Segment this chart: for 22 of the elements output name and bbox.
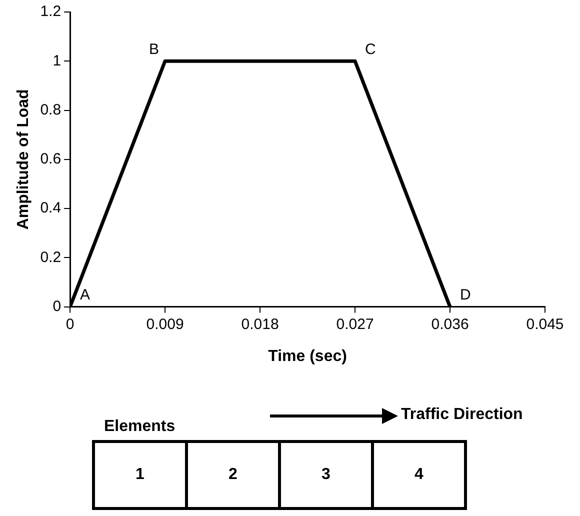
y-tick-label: 1 xyxy=(52,52,62,70)
x-tick-label: 0.018 xyxy=(241,316,279,333)
annotation: C xyxy=(365,40,376,58)
y-tick-label: 1.2 xyxy=(40,3,62,20)
element-row: 1 2 3 4 xyxy=(92,440,467,510)
text: Traffic Direction xyxy=(401,406,523,424)
y-tick-label: 0.4 xyxy=(40,200,62,217)
x-axis-title: Time (sec) xyxy=(268,348,347,365)
annotation: A xyxy=(80,286,90,304)
annotation: D xyxy=(460,286,472,304)
x-tick-label: 0.027 xyxy=(336,316,374,333)
y-tick-label: 0 xyxy=(52,298,62,315)
x-tick-label: 0 xyxy=(66,316,74,333)
x-tick-label: 0.045 xyxy=(526,316,564,333)
y-axis-title: Amplitude of Load xyxy=(15,89,32,230)
y-tick-label: 0.2 xyxy=(40,248,62,266)
x-tick-label: 0.009 xyxy=(146,316,184,333)
annotation: B xyxy=(149,40,160,58)
y-tick-label: 0.6 xyxy=(40,150,62,168)
x-tick-label: 0.036 xyxy=(431,316,469,333)
text: Elements xyxy=(104,418,176,436)
y-tick-label: 0.8 xyxy=(40,101,62,118)
